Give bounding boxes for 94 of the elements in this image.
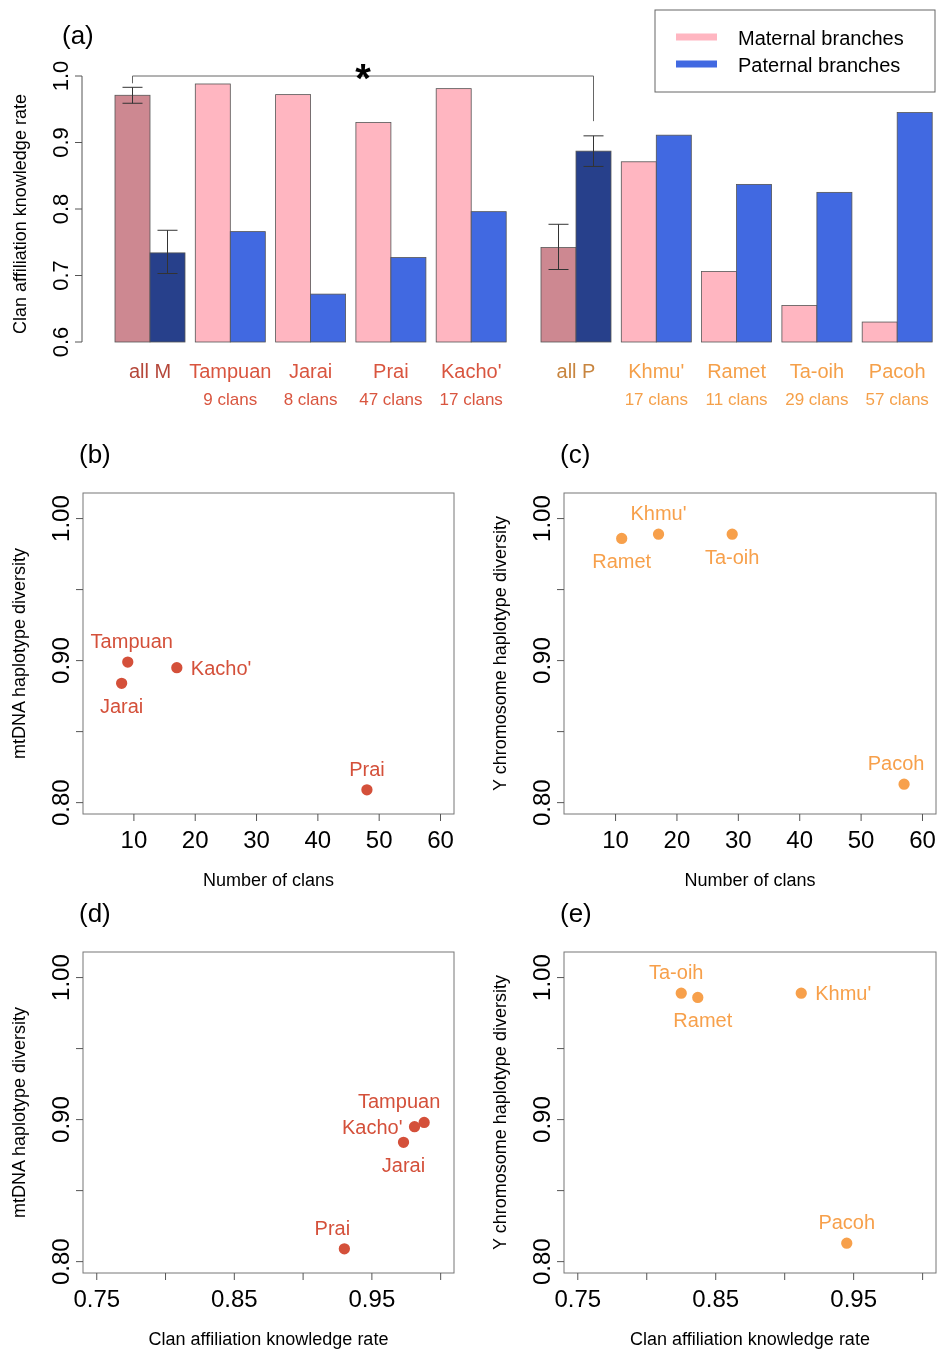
chart-title: (e) <box>560 898 592 928</box>
point <box>338 1243 351 1255</box>
x-axis-title: Clan affiliation knowledge rate <box>630 1329 870 1349</box>
annotation: Khmu' <box>815 982 872 1005</box>
y-tick-label: 1.0 <box>48 60 73 92</box>
x-tick-label: 0.75 <box>73 1285 121 1312</box>
y-tick-label: 0.80 <box>47 1238 74 1285</box>
x-tick-label: 40 <box>304 826 332 853</box>
point <box>408 1121 421 1133</box>
chart-title: (a) <box>62 20 94 50</box>
annotation: Jarai <box>99 695 144 718</box>
annotation: * <box>355 56 372 100</box>
x-tick-label: 20 <box>181 826 209 853</box>
y-tick-label: 0.9 <box>48 127 73 158</box>
point <box>795 987 807 999</box>
y-tick-label: 0.90 <box>47 637 74 684</box>
x-tick-label: 0.95 <box>348 1285 396 1312</box>
chart-title: (b) <box>79 439 111 469</box>
point <box>652 528 665 540</box>
annotation: Tampuan <box>358 1090 441 1113</box>
y-tick-label: 0.7 <box>48 260 73 291</box>
y-tick-label: 0.90 <box>47 1096 74 1143</box>
chart-title: (d) <box>79 898 111 928</box>
x-tick-label: 60 <box>909 826 936 853</box>
y-axis-title: Y chromosome haplotype diversity <box>490 516 510 791</box>
x-tick-label: Ta-oih 29 clans <box>785 360 849 409</box>
x-axis-title: Number of clans <box>202 870 335 890</box>
x-tick-label: all P <box>556 360 596 382</box>
point <box>397 1136 410 1148</box>
x-tick-label: Kacho' 17 clans <box>439 360 503 409</box>
y-tick-label: 0.80 <box>47 779 74 826</box>
y-axis-title: mtDNA haplotype diversity <box>9 1006 29 1219</box>
y-tick-label: 1.00 <box>47 954 74 1001</box>
x-tick-label: 0.85 <box>210 1285 258 1312</box>
x-tick-label: 60 <box>427 826 454 853</box>
point <box>675 987 687 999</box>
x-tick-label: Khmu' 17 clans <box>624 360 688 409</box>
y-tick-label: 1.00 <box>528 495 555 542</box>
y-tick-label: 0.90 <box>528 1096 555 1143</box>
x-tick-label: Jarai 8 clans <box>283 360 338 409</box>
x-tick-label: 30 <box>243 826 270 853</box>
x-axis-title: Number of clans <box>684 870 816 890</box>
y-tick-label: 0.80 <box>528 1238 555 1285</box>
x-tick-label: 20 <box>663 826 691 853</box>
y-axis-title: Y chromosome haplotype diversity <box>490 975 510 1250</box>
y-tick-label: 1.00 <box>528 954 555 1001</box>
y-tick-label: 0.90 <box>528 637 555 684</box>
annotation: Ta-oih <box>704 546 760 569</box>
x-tick-label: Tampuan 9 clans <box>189 360 272 409</box>
y-tick-label: 1.00 <box>47 495 74 542</box>
point <box>122 656 134 668</box>
x-tick-label: 40 <box>786 826 814 853</box>
x-tick-label: 0.95 <box>830 1285 878 1312</box>
x-tick-label: all M <box>128 360 172 382</box>
annotation: Prai <box>314 1216 351 1239</box>
x-tick-label: 10 <box>602 826 629 853</box>
annotation: Kacho' <box>341 1115 403 1138</box>
point <box>361 784 373 796</box>
x-tick-label: 0.75 <box>554 1285 602 1312</box>
y-axis-title: Clan affiliation knowledge rate <box>10 94 30 334</box>
annotation: Ta-oih <box>649 961 704 984</box>
y-tick-label: 0.80 <box>528 779 555 826</box>
x-tick-label: Pacoh 57 clans <box>865 360 929 409</box>
annotation: Jarai <box>381 1154 426 1177</box>
y-tick-label: 0.8 <box>48 193 73 225</box>
x-tick-label: 0.85 <box>692 1285 740 1312</box>
point <box>115 677 128 689</box>
y-tick-label: 0.6 <box>48 326 73 358</box>
annotation: Ramet <box>592 550 652 573</box>
x-tick-label: 30 <box>724 826 752 853</box>
y-axis-title: mtDNA haplotype diversity <box>9 547 29 760</box>
x-tick-label: 50 <box>365 826 393 853</box>
x-axis-title: Clan affiliation knowledge rate <box>148 1329 389 1349</box>
x-tick-label: Ramet 11 clans <box>705 360 768 409</box>
x-tick-label: 10 <box>120 826 148 853</box>
point <box>692 991 704 1004</box>
annotation: Kacho' <box>190 656 252 679</box>
annotation: Prai <box>349 757 385 780</box>
annotation: Pacoh <box>818 1211 876 1234</box>
x-tick-label: Prai 47 clans <box>359 360 423 409</box>
point <box>171 662 183 674</box>
point <box>616 532 628 545</box>
annotation: Ramet <box>673 1009 733 1032</box>
x-tick-label: 50 <box>847 826 875 853</box>
annotation: Pacoh <box>867 752 925 775</box>
point <box>418 1116 430 1129</box>
point <box>841 1237 853 1249</box>
annotation: Tampuan <box>90 630 173 653</box>
point <box>726 528 738 540</box>
chart-title: (c) <box>560 439 591 469</box>
legend-label: Paternal branches <box>738 54 901 76</box>
annotation: Khmu' <box>630 502 687 525</box>
legend-label: Maternal branches <box>738 27 904 49</box>
point <box>898 778 910 790</box>
